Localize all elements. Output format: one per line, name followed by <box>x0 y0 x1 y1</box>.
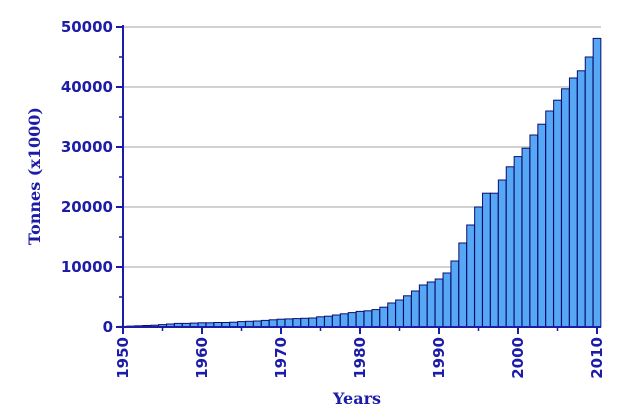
bar-1982 <box>371 309 381 328</box>
bar-1985 <box>395 299 404 328</box>
y-axis-title: Tonnes (x1000) <box>25 107 44 245</box>
bar-1991 <box>442 272 452 328</box>
bar-1969 <box>268 319 278 328</box>
x-tick-label: 1960 <box>193 337 211 379</box>
y-tick-label: 50000 <box>61 18 113 36</box>
bar-1984 <box>387 302 396 328</box>
bar-2009 <box>584 56 594 328</box>
bar-1972 <box>292 318 302 328</box>
bars <box>118 37 602 328</box>
bar-1974 <box>308 317 317 328</box>
bar-2002 <box>529 134 539 328</box>
bar-2003 <box>537 123 547 328</box>
bar-2010 <box>592 37 602 328</box>
bar-1993 <box>458 242 468 328</box>
bar-1979 <box>347 312 357 328</box>
y-tick-label: 20000 <box>61 198 113 216</box>
bar-2001 <box>521 147 531 328</box>
bar-1994 <box>466 224 475 328</box>
bar-1980 <box>355 310 365 328</box>
bar-1992 <box>450 260 460 328</box>
bar-1973 <box>300 317 310 328</box>
bar-1971 <box>284 318 294 328</box>
bar-1989 <box>426 281 436 328</box>
y-tick-label: 10000 <box>61 258 113 276</box>
bar-2000 <box>513 156 523 328</box>
bar-1983 <box>379 306 389 328</box>
x-tick-label: 2000 <box>509 337 527 379</box>
bar-1987 <box>410 290 420 328</box>
bar-1975 <box>316 316 325 328</box>
y-tick-label: 40000 <box>61 78 113 96</box>
x-tick-label: 1990 <box>430 337 448 379</box>
y-tick-labels: 0 10000 20000 30000 40000 50000 <box>61 18 113 336</box>
bar-1970 <box>276 318 286 328</box>
bar-2006 <box>561 88 570 328</box>
bar-1978 <box>339 313 349 328</box>
x-tick-label: 2010 <box>588 337 606 379</box>
axes <box>116 25 601 334</box>
bar-2008 <box>576 70 586 328</box>
bar-1981 <box>363 310 373 328</box>
bar-1998 <box>497 179 507 328</box>
x-axis-title: Years <box>332 389 381 408</box>
y-tick-label: 30000 <box>61 138 113 156</box>
bar-1986 <box>403 295 412 328</box>
x-tick-label: 1950 <box>114 337 132 379</box>
x-tick-label: 1980 <box>351 337 369 379</box>
x-tick-labels: 1950 1960 1970 1980 1990 2000 2010 <box>114 337 606 379</box>
bar-1997 <box>489 192 499 328</box>
bar-2005 <box>553 99 562 328</box>
bar-1977 <box>331 314 341 328</box>
bar-1990 <box>434 278 444 328</box>
bar-2007 <box>568 77 578 328</box>
bar-2004 <box>545 110 554 328</box>
y-tick-label: 0 <box>103 318 113 336</box>
x-tick-label: 1970 <box>272 337 290 379</box>
bar-1999 <box>505 166 515 328</box>
bar-1995 <box>474 206 483 328</box>
bar-1976 <box>324 315 333 328</box>
bar-1996 <box>482 192 491 328</box>
bar-1988 <box>418 284 428 328</box>
